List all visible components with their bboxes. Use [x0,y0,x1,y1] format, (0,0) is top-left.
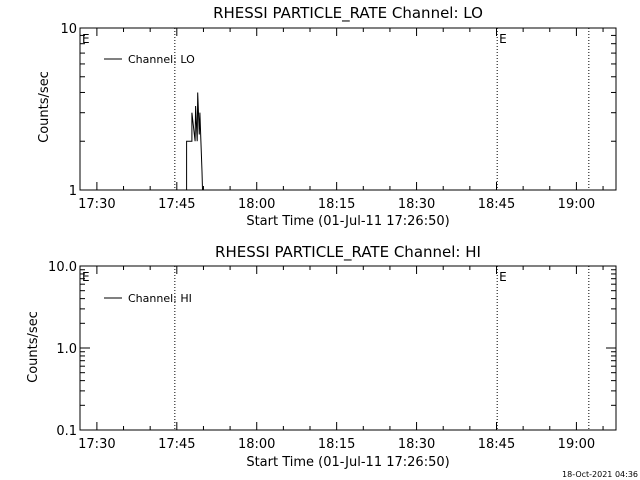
x-tick-label: 18:15 [318,197,355,212]
x-tick-label: 19:00 [558,197,595,212]
chart-title: RHESSI PARTICLE_RATE Channel: LO [213,4,483,23]
y-axis-label: Counts/sec [26,311,41,383]
y-tick-label: 0.1 [56,424,77,439]
x-tick-label: 18:45 [478,197,515,212]
y-axis-ticks: 0.1 1.0 10.0 [48,260,616,439]
x-axis-ticks: 17:30 17:45 18:00 18:15 18:30 18:45 19:00 [78,28,604,212]
y-tick-label: 10.0 [48,260,77,275]
x-axis-label: Start Time (01-Jul-11 17:26:50) [246,455,449,470]
legend: Channel: LO [104,53,195,66]
plot-frame [79,27,617,191]
x-tick-label: 18:00 [238,437,275,452]
data-series [186,92,203,191]
y-tick-label: 1.0 [56,342,77,357]
event-marker-label: E [499,270,507,284]
y-axis-label: Counts/sec [37,71,52,143]
chart-title: RHESSI PARTICLE_RATE Channel: HI [215,243,481,262]
series-line [186,92,203,191]
plot-frame [79,265,617,431]
x-tick-label: 17:30 [78,197,115,212]
x-tick-label: 18:30 [398,197,435,212]
legend-label: Channel: HI [128,292,192,305]
generation-timestamp: 18-Oct-2021 04:36 [562,470,638,479]
y-tick-label: 10 [60,22,77,37]
legend: Channel: HI [104,292,192,305]
x-tick-label: 18:30 [398,437,435,452]
x-tick-label: 17:45 [158,437,195,452]
event-marker-label: E [82,32,90,46]
x-axis-label: Start Time (01-Jul-11 17:26:50) [246,214,449,229]
x-axis-ticks: 17:30 17:45 18:00 18:15 18:30 18:45 19:00 [78,266,604,452]
x-tick-label: 18:45 [478,437,515,452]
x-tick-label: 17:45 [158,197,195,212]
x-tick-label: 18:15 [318,437,355,452]
event-marker-label: E [499,32,507,46]
x-tick-label: 19:00 [558,437,595,452]
y-axis-ticks: 1 10 [60,22,616,199]
chart-panel-lo: RHESSI PARTICLE_RATE Channel: LO Counts/… [37,4,617,229]
legend-label: Channel: LO [128,53,195,66]
x-tick-label: 18:00 [238,197,275,212]
chart-panel-hi: RHESSI PARTICLE_RATE Channel: HI Counts/… [26,243,617,470]
event-marker-label: E [82,270,90,284]
y-tick-label: 1 [69,184,77,199]
x-tick-label: 17:30 [78,437,115,452]
